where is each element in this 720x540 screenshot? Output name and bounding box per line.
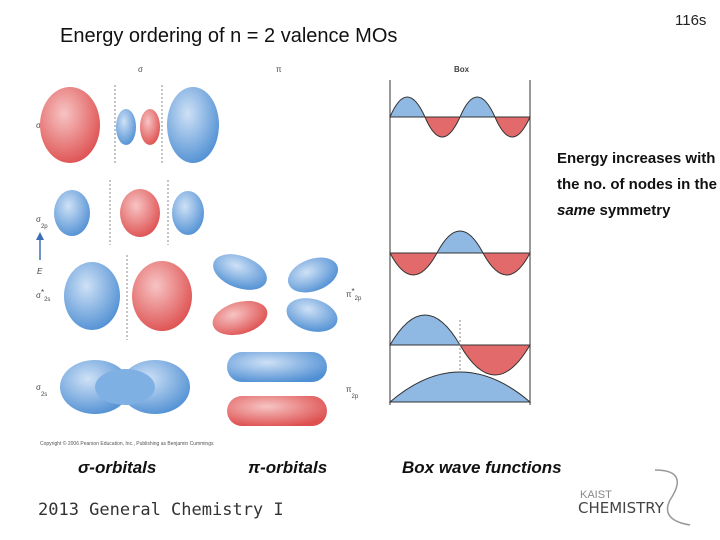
star: * (41, 288, 44, 297)
sym: π (346, 290, 352, 299)
note-emphasis: same (557, 202, 596, 219)
col-label: π (276, 65, 282, 74)
col-label: σ (138, 65, 143, 74)
level-label: σ2s (36, 383, 47, 398)
note-text: symmetry (595, 202, 671, 219)
caption: Box wave functions (402, 458, 562, 477)
note-text: Energy increases with the no. of nodes i… (557, 150, 717, 193)
logo-top: KAIST (580, 489, 612, 501)
level-label: σ2p (36, 215, 48, 230)
course: 2013 General Chemistry I (38, 500, 284, 520)
sym: σ (36, 121, 41, 130)
note: Energy increases with the no. of nodes i… (557, 146, 720, 224)
sigma-orbitals (40, 85, 219, 414)
title: Energy ordering of n = 2 valence MOs (60, 25, 398, 47)
page-number: 116s (675, 12, 707, 29)
level-label: π*2p (346, 287, 362, 302)
sub: 2p (41, 224, 48, 230)
sym: σ (36, 383, 41, 392)
pi-orbitals (212, 254, 339, 426)
copyright: Copyright © 2006 Pearson Education, Inc.… (40, 440, 214, 447)
box-waves (388, 80, 532, 405)
logo: KAIST CHEMISTRY (578, 469, 691, 526)
caption: σ-orbitals (78, 458, 157, 477)
col-label: Box (454, 65, 470, 74)
caption: π-orbitals (248, 458, 328, 477)
sub: 2p (352, 394, 359, 400)
star: * (352, 287, 355, 296)
logo-bottom: CHEMISTRY (578, 499, 665, 517)
sub: 2p (355, 296, 362, 302)
sub: 2s (44, 297, 50, 303)
sym: σ (36, 215, 41, 224)
energy-label: E (37, 267, 43, 276)
level-label: σ*2s (36, 288, 50, 303)
sym: σ (36, 291, 41, 300)
energy-arrow-head (36, 232, 44, 240)
level-label: π2p (346, 385, 359, 400)
sub: 2s (41, 392, 47, 398)
sym: π (346, 385, 352, 394)
